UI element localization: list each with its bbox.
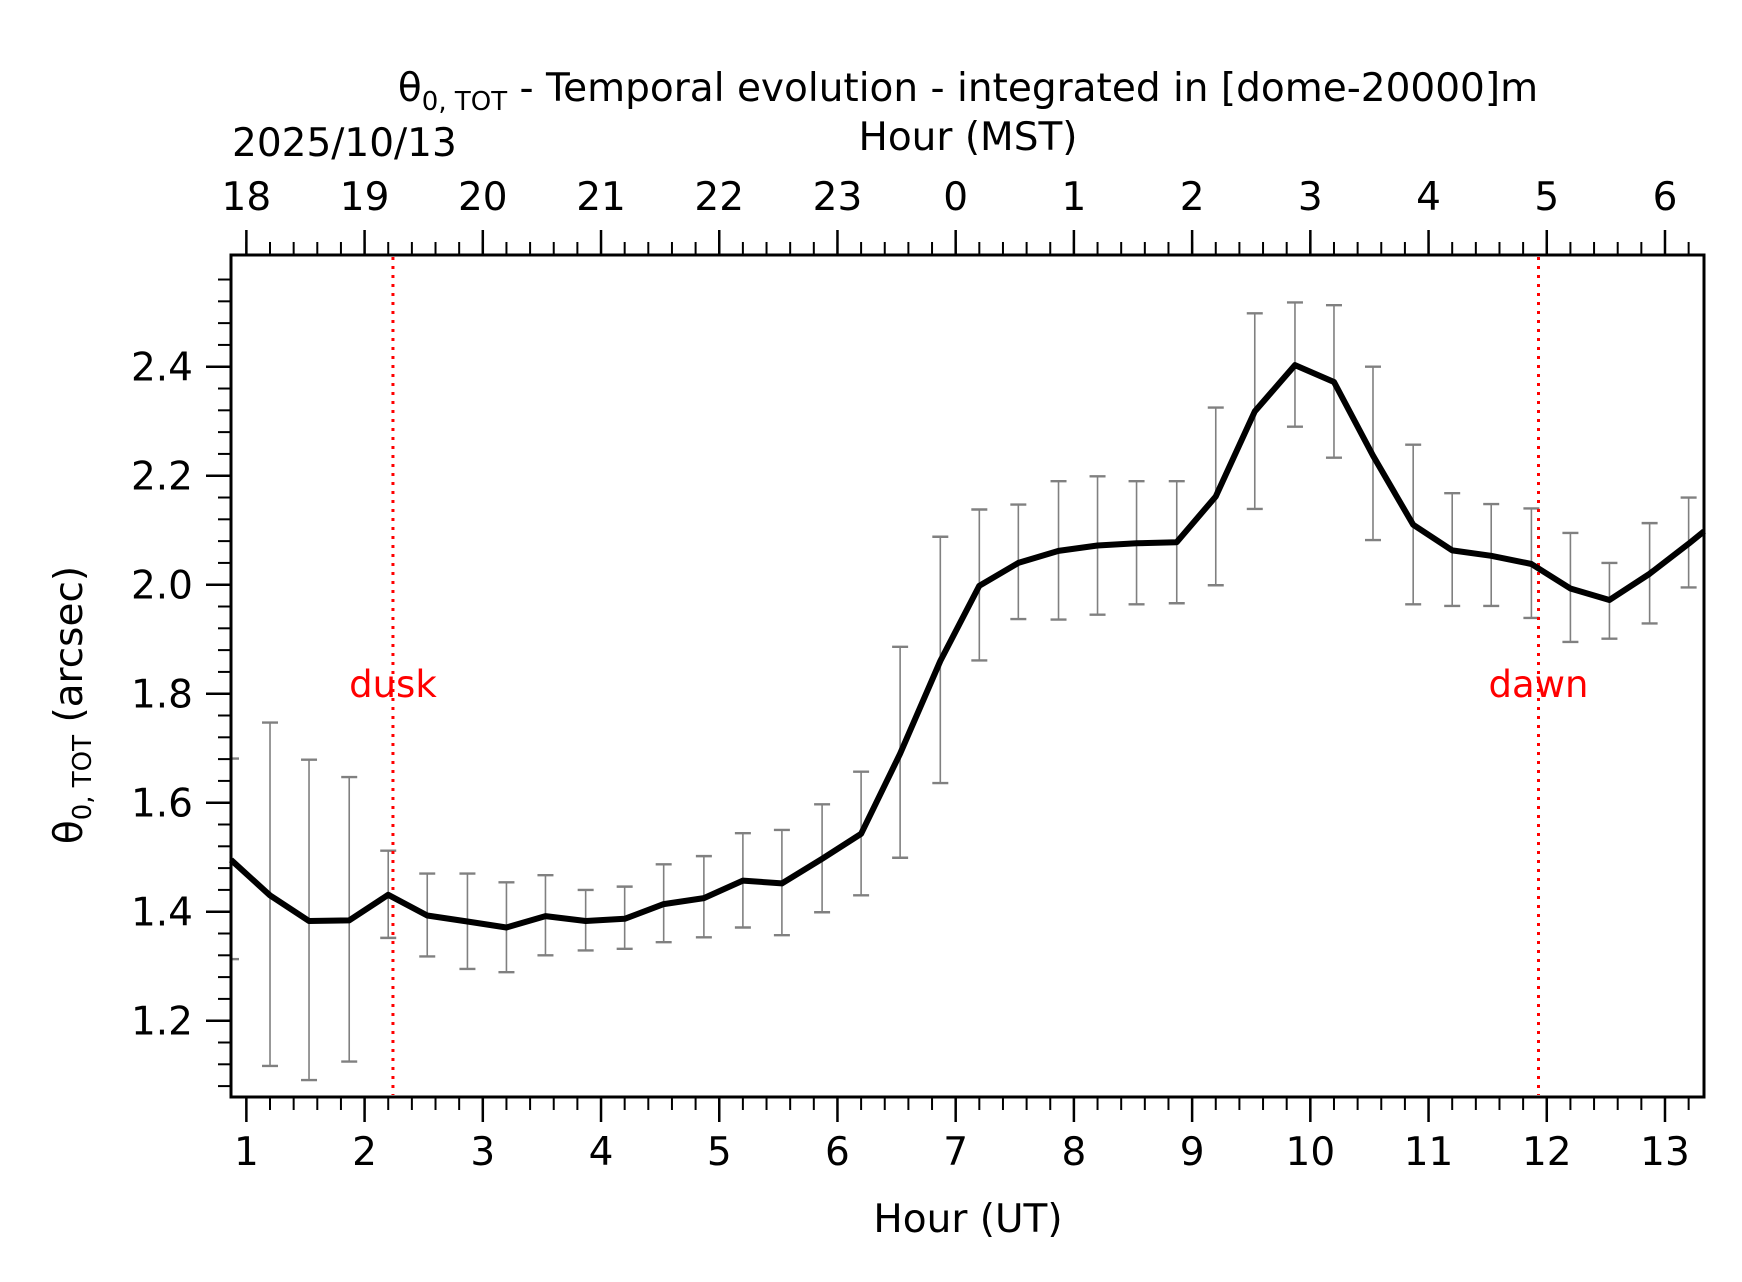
x-tick-label: 6 [825,1130,850,1175]
date-label: 2025/10/13 [232,121,457,166]
x2-tick-label: 6 [1653,175,1678,220]
x-tick-label: 11 [1404,1130,1454,1175]
data-point [1215,495,1217,497]
data-point [466,921,468,923]
dawn-label: dawn [1489,663,1589,706]
y-axis-label: θ0, TOT (arcsec) [47,566,98,844]
chart-title-theta: θ [398,66,422,111]
plot-frame [229,253,1706,1099]
x2-tick-label: 19 [340,175,390,220]
y-axis-label-rest: (arcsec) [47,566,92,735]
data-point [1136,542,1138,544]
x-tick-label: 9 [1180,1130,1205,1175]
data-point [387,894,389,896]
data-point [308,920,310,922]
chart-title-subscript: 0, TOT [422,87,507,117]
data-point [269,894,271,896]
data-point [544,915,546,917]
data-point [663,903,665,905]
y-tick-label: 1.8 [131,673,193,718]
data-point [1688,543,1690,545]
data-point [1294,364,1296,366]
x2-tick-label: 0 [943,175,968,220]
data-point [742,880,744,882]
x-tick-label: 2 [352,1130,377,1175]
x-tick-label: 12 [1522,1130,1572,1175]
y-tick-label: 1.2 [131,1000,193,1045]
chart-title: θ0, TOT - Temporal evolution - integrate… [398,66,1538,117]
x2-tick-label: 5 [1534,175,1559,220]
data-point [1530,563,1532,565]
data-series [228,362,1706,931]
data-point [978,585,980,587]
data-point [821,858,823,860]
data-point [1372,455,1374,457]
data-point [348,919,350,921]
x-tick-label: 7 [943,1130,968,1175]
data-point [585,920,587,922]
series-line [228,362,1706,931]
data-point [781,882,783,884]
x2-tick-label: 22 [694,175,744,220]
data-point [703,897,705,899]
x2-axis-label: Hour (MST) [859,115,1078,160]
data-point [1333,381,1335,383]
y-tick-label: 2.0 [131,564,193,609]
x2-tick-label: 18 [222,175,272,220]
data-point [1569,588,1571,590]
dusk-label: dusk [349,663,437,706]
data-point [1608,599,1610,601]
y-tick-label: 1.4 [131,891,193,936]
x-axis-label: Hour (UT) [873,1197,1062,1242]
y-axis-label-subscript: 0, TOT [68,735,98,820]
x-tick-label: 3 [470,1130,495,1175]
data-point [1017,562,1019,564]
data-point [1451,549,1453,551]
error-bars [230,301,1697,1082]
data-point [860,833,862,835]
data-point [1490,555,1492,557]
data-point [1097,544,1099,546]
x-tick-label: 13 [1640,1130,1690,1175]
x2-tick-label: 3 [1298,175,1323,220]
data-point [1058,550,1060,552]
chart-title-rest: - Temporal evolution - integrated in [do… [507,66,1538,111]
x-tick-label: 10 [1286,1130,1336,1175]
data-point [505,927,507,929]
data-point [1176,541,1178,543]
x2-tick-label: 21 [576,175,626,220]
data-point [1412,524,1414,526]
y-tick-label: 2.4 [131,346,193,391]
data-point [1254,410,1256,412]
x2-tick-label: 23 [813,175,863,220]
x-tick-label: 8 [1061,1130,1086,1175]
data-point [624,918,626,920]
y-axis-label-theta: θ [47,820,92,844]
data-point [939,660,941,662]
data-point [899,753,901,755]
x2-tick-label: 1 [1061,175,1086,220]
x2-tick-label: 2 [1180,175,1205,220]
y-tick-label: 1.6 [131,782,193,827]
event-markers: dusk dawn [349,257,1588,1095]
data-point [426,915,428,917]
x2-tick-label: 4 [1416,175,1441,220]
x-tick-label: 5 [707,1130,732,1175]
data-point [1649,573,1651,575]
y-tick-label: 2.2 [131,455,193,500]
x-tick-label: 1 [234,1130,259,1175]
x-tick-label: 4 [589,1130,614,1175]
x2-tick-label: 20 [458,175,508,220]
